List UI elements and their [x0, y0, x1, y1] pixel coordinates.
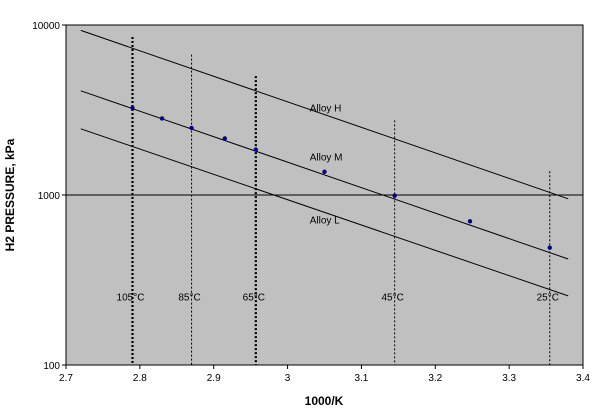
data-point	[253, 147, 259, 152]
x-axis-title: 1000/K	[305, 394, 344, 408]
x-tick-label: 3.2	[428, 373, 442, 384]
y-axis-title: H2 PRESSURE, kPa	[3, 138, 17, 251]
temperature-label: 85°C	[178, 292, 200, 303]
y-tick-label: 10000	[32, 21, 60, 32]
x-tick-label: 2.7	[59, 373, 73, 384]
annotations: Alloy H Alloy M Alloy L	[310, 103, 343, 226]
y-tick-label: 1000	[38, 191, 61, 202]
series-line-alloy-l	[80, 128, 569, 297]
x-tick-label: 3.1	[354, 373, 368, 384]
data-point	[547, 245, 552, 250]
x-tick-label: 3.3	[502, 373, 516, 384]
series-annotation: Alloy M	[310, 152, 343, 163]
data-point	[392, 193, 397, 198]
temperature-label: 105°C	[117, 292, 145, 303]
data-point	[222, 136, 227, 141]
reference-lines: 105°C 85°C 65°C 45°C 25°C	[117, 36, 559, 365]
y-tick-label: 100	[43, 361, 60, 372]
series-line-alloy-h	[80, 29, 569, 200]
x-tick-label: 3	[285, 373, 291, 384]
y-ticks: 100 1000 10000	[32, 21, 66, 372]
temperature-label: 25°C	[537, 292, 559, 303]
series-annotation: Alloy H	[310, 103, 342, 114]
x-tick-label: 3.4	[576, 373, 590, 384]
x-tick-label: 2.9	[207, 373, 221, 384]
series-annotation: Alloy L	[310, 215, 340, 226]
x-ticks: 2.7 2.8 2.9 3 3.1 3.2 3.3 3.4	[59, 365, 590, 384]
temperature-label: 45°C	[381, 292, 403, 303]
data-point	[467, 219, 473, 224]
data-point	[189, 125, 194, 131]
data-points	[130, 105, 552, 250]
data-point	[159, 116, 165, 121]
data-point	[130, 105, 135, 111]
x-tick-label: 2.8	[133, 373, 147, 384]
data-point	[322, 169, 327, 174]
temperature-label: 65°C	[243, 292, 265, 303]
